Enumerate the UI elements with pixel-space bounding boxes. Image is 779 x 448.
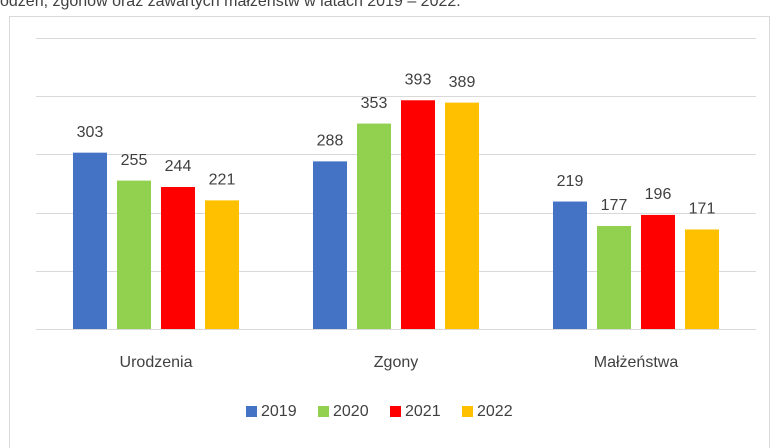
chart-frame [9,16,770,448]
data-label: 393 [405,71,432,88]
bar [73,152,107,329]
data-label: 288 [317,133,344,150]
bar [357,123,391,329]
legend-swatch [462,406,473,417]
data-label: 177 [601,197,628,214]
x-tick-label: Zgony [374,354,418,371]
bar [445,102,479,330]
data-label: 389 [449,74,476,91]
data-label: 353 [361,95,388,112]
data-label: 196 [645,186,672,203]
bar [641,214,675,329]
data-label: 255 [121,152,148,169]
legend-swatch [246,406,257,417]
data-label: 221 [209,172,236,189]
x-tick-label: Małżeństwa [594,354,679,371]
legend-swatch [390,406,401,417]
legend-swatch [318,406,329,417]
data-label: 303 [77,124,104,141]
legend-label: 2020 [333,403,369,420]
legend-label: 2019 [261,403,297,420]
bar [161,186,195,329]
legend-label: 2022 [477,403,513,420]
bar [685,229,719,329]
bar [553,201,587,329]
data-label: 219 [557,173,584,190]
bar [205,200,239,329]
x-tick-label: Urodzenia [120,354,193,371]
data-label: 244 [165,158,192,175]
bar [597,225,631,329]
legend-label: 2021 [405,403,441,420]
bar [313,161,347,329]
data-label: 171 [689,201,716,218]
chart-title: odzeń, zgonów oraz zawartych małżeństw w… [0,0,461,10]
bar [401,100,435,329]
bar [117,180,151,329]
